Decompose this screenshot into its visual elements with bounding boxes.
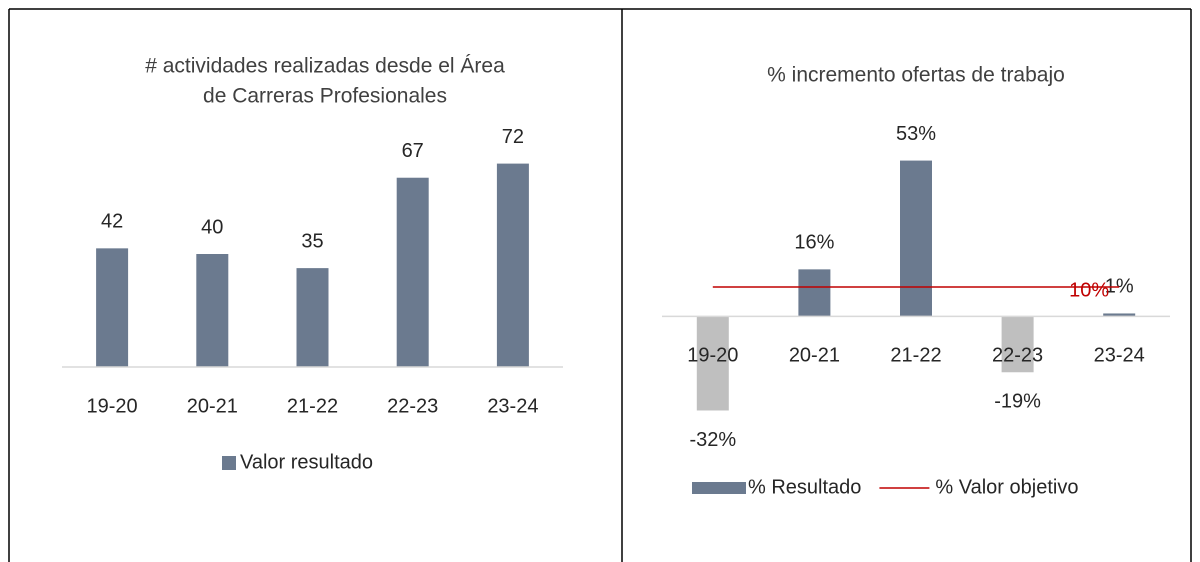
data-label: 40	[201, 216, 223, 238]
bar	[96, 248, 129, 367]
data-label: 72	[502, 126, 524, 148]
x-tick-label: 19-20	[87, 395, 138, 417]
data-label: 53%	[896, 123, 936, 145]
x-tick-label: 22-23	[387, 395, 438, 417]
data-label: 67	[402, 140, 424, 162]
x-tick-label: 22-23	[992, 344, 1043, 366]
bar	[1103, 313, 1136, 317]
legend-swatch	[222, 456, 236, 470]
bar	[696, 316, 729, 411]
target-label: 10%	[1069, 279, 1109, 301]
chart-title: % incremento ofertas de trabajo	[767, 64, 1065, 87]
bar	[196, 254, 229, 367]
x-tick-label: 19-20	[687, 344, 738, 366]
bar	[496, 163, 529, 367]
data-label: 1%	[1105, 276, 1134, 298]
bar	[900, 160, 932, 317]
legend-label: % Valor objetivo	[935, 476, 1078, 498]
data-label: -32%	[689, 429, 736, 451]
legend-label: Valor resultado	[240, 451, 373, 473]
data-label: 42	[101, 211, 123, 233]
chart-title: de Carreras Profesionales	[203, 85, 447, 108]
legend-label: % Resultado	[748, 476, 861, 498]
x-tick-label: 20-21	[789, 344, 840, 366]
x-tick-label: 20-21	[187, 395, 238, 417]
data-label: 35	[301, 230, 323, 252]
x-tick-label: 21-22	[287, 395, 338, 417]
bar	[798, 269, 831, 317]
data-label: 16%	[794, 232, 834, 254]
bar	[396, 177, 429, 367]
data-label: -19%	[994, 391, 1041, 413]
x-tick-label: 23-24	[1094, 344, 1145, 366]
x-tick-label: 21-22	[890, 344, 941, 366]
chart-title: # actividades realizadas desde el Área	[145, 55, 505, 78]
x-tick-label: 23-24	[487, 395, 538, 417]
legend-swatch	[692, 482, 746, 494]
bar	[1001, 316, 1034, 373]
bar	[296, 268, 329, 367]
